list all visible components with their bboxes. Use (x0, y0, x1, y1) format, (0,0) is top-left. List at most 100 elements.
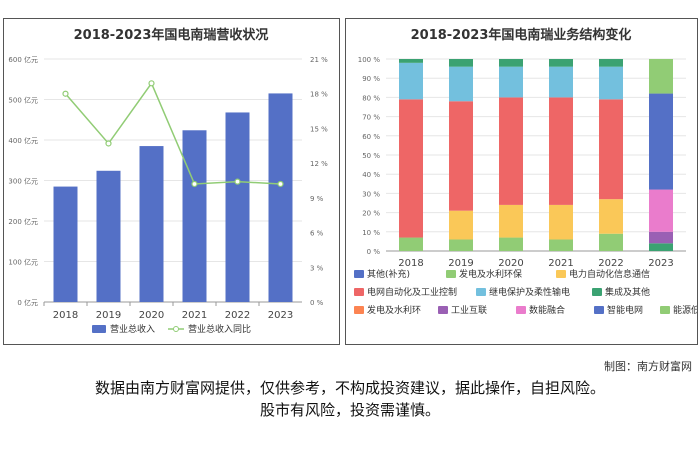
y-tick-label: 60 % (362, 133, 380, 141)
yoy-point (234, 178, 241, 185)
y-tick-label: 0 % (367, 248, 381, 256)
stack-segment (449, 210, 473, 240)
legend-label: 工业互联 (451, 305, 487, 316)
stack-segment (549, 239, 573, 251)
legend-label: 集成及其他 (605, 286, 650, 298)
x-tick-label: 2023 (648, 258, 673, 269)
stack-segment (399, 59, 423, 63)
stack-segment (499, 66, 523, 98)
legend-label: 能源低碳 (673, 304, 697, 316)
legend-label: 电网自动化及工业控制 (367, 286, 457, 298)
legend-swatch (354, 288, 364, 296)
legend-label: 继电保护及柔性输电 (489, 286, 570, 298)
y-tick-label: 90 % (362, 75, 380, 83)
legend-swatch (354, 270, 364, 278)
y-right-tick-label: 6 % (310, 230, 324, 238)
x-tick-label: 2021 (182, 310, 207, 321)
business-structure-chart-panel: 2018-2023年国电南瑞业务结构变化 0 % 10 % 20 % 30 % 40 % 5… (345, 18, 698, 345)
revenue-bar (96, 170, 121, 302)
stack-segment (599, 99, 623, 200)
y-right-tick-label: 3 % (310, 264, 324, 272)
stack-segment (499, 204, 523, 238)
y-tick-label: 70 % (362, 114, 380, 122)
legend-swatch (660, 306, 670, 314)
y-right-tick-label: 21 % (310, 56, 328, 64)
y-right-tick-label: 0 % (310, 299, 324, 307)
legend-swatch (354, 306, 364, 314)
chart-title: 2018-2023年国电南瑞营收状况 (74, 27, 269, 43)
revenue-chart-panel: 2018-2023年国电南瑞营收状况 0 亿元 100 亿元 200 亿元 300 亿元… (3, 18, 340, 345)
y-left-tick-label: 300 亿元 (8, 177, 38, 186)
yoy-line (64, 81, 281, 185)
stack-segment (599, 233, 623, 251)
x-tick-label: 2020 (139, 310, 164, 321)
x-tick-label: 2019 (96, 310, 121, 321)
stack-segment (399, 62, 423, 100)
y-right-tick-label: 18 % (310, 91, 328, 99)
legend-swatch (594, 306, 604, 314)
legend-label: 数能融合 (529, 304, 565, 316)
legend-swatch-revenue (92, 325, 106, 333)
y-tick-label: 30 % (362, 190, 380, 198)
stack-segment (449, 101, 473, 211)
stack-segment (449, 59, 473, 67)
x-tick-label: 2021 (548, 258, 573, 269)
legend-swatch (438, 306, 448, 314)
y-left-tick-label: 600 亿元 (8, 55, 38, 64)
x-tick-label: 2023 (268, 310, 293, 321)
legend-swatch (516, 306, 526, 314)
stack-segment (599, 66, 623, 100)
stack-segment (499, 237, 523, 251)
revenue-bar (139, 146, 164, 302)
legend-swatch (476, 288, 486, 296)
x-tick-label: 2022 (225, 310, 250, 321)
legend-swatch (446, 270, 456, 278)
stack-segment (599, 199, 623, 234)
legend-label: 智能电网 (607, 304, 643, 316)
x-tick-label: 2018 (398, 258, 423, 269)
x-tick-label: 2020 (498, 258, 523, 269)
stack-segment (549, 97, 573, 205)
chart-title: 2018-2023年国电南瑞业务结构变化 (411, 27, 632, 43)
revenue-bar (268, 93, 293, 302)
legend-label: 其他(补充) (367, 268, 410, 280)
revenue-bar (53, 186, 78, 302)
stack-segment (549, 66, 573, 98)
stack-segment (649, 59, 673, 94)
yoy-point (148, 80, 155, 87)
yoy-point (191, 180, 198, 188)
stack-segment (399, 237, 423, 251)
legend-label-yoy: 营业总收入同比 (188, 323, 251, 335)
stack-segment (449, 66, 473, 102)
stack-segment (499, 59, 523, 67)
stack-segment (649, 93, 673, 190)
legend-swatch (592, 288, 602, 296)
stack-segment (399, 99, 423, 238)
y-tick-label: 40 % (362, 171, 380, 179)
y-right-tick-label: 9 % (310, 195, 324, 203)
y-tick-label: 50 % (362, 152, 380, 160)
legend-swatch (556, 270, 566, 278)
stack-segment (549, 204, 573, 240)
yoy-point (277, 180, 284, 188)
disclaimer-line-1: 数据由南方财富网提供，仅供参考，不构成投资建议，据此操作，自担风险。 (94, 379, 605, 397)
y-tick-label: 10 % (362, 229, 380, 237)
revenue-bar (182, 130, 207, 302)
y-tick-label: 80 % (362, 94, 380, 102)
y-right-tick-label: 15 % (310, 125, 328, 133)
stack-segment (499, 97, 523, 205)
stack-segment (449, 239, 473, 251)
yoy-point (105, 140, 112, 147)
y-left-tick-label: 500 亿元 (8, 96, 38, 105)
stack-segment (549, 59, 573, 67)
stack-segment (649, 243, 673, 251)
yoy-point (62, 90, 69, 97)
stack-segment (649, 231, 673, 244)
legend-label: 发电及水利环 (367, 304, 421, 316)
stack-segment (599, 59, 623, 67)
disclaimer-line-2: 股市有风险，投资需谨慎。 (259, 401, 440, 419)
revenue-chart: 2018-2023年国电南瑞营收状况 0 亿元 100 亿元 200 亿元 300 亿元… (8, 27, 328, 335)
y-left-tick-label: 100 亿元 (8, 258, 38, 267)
legend-label-revenue: 营业总收入 (110, 323, 155, 335)
y-tick-label: 100 % (358, 56, 381, 64)
